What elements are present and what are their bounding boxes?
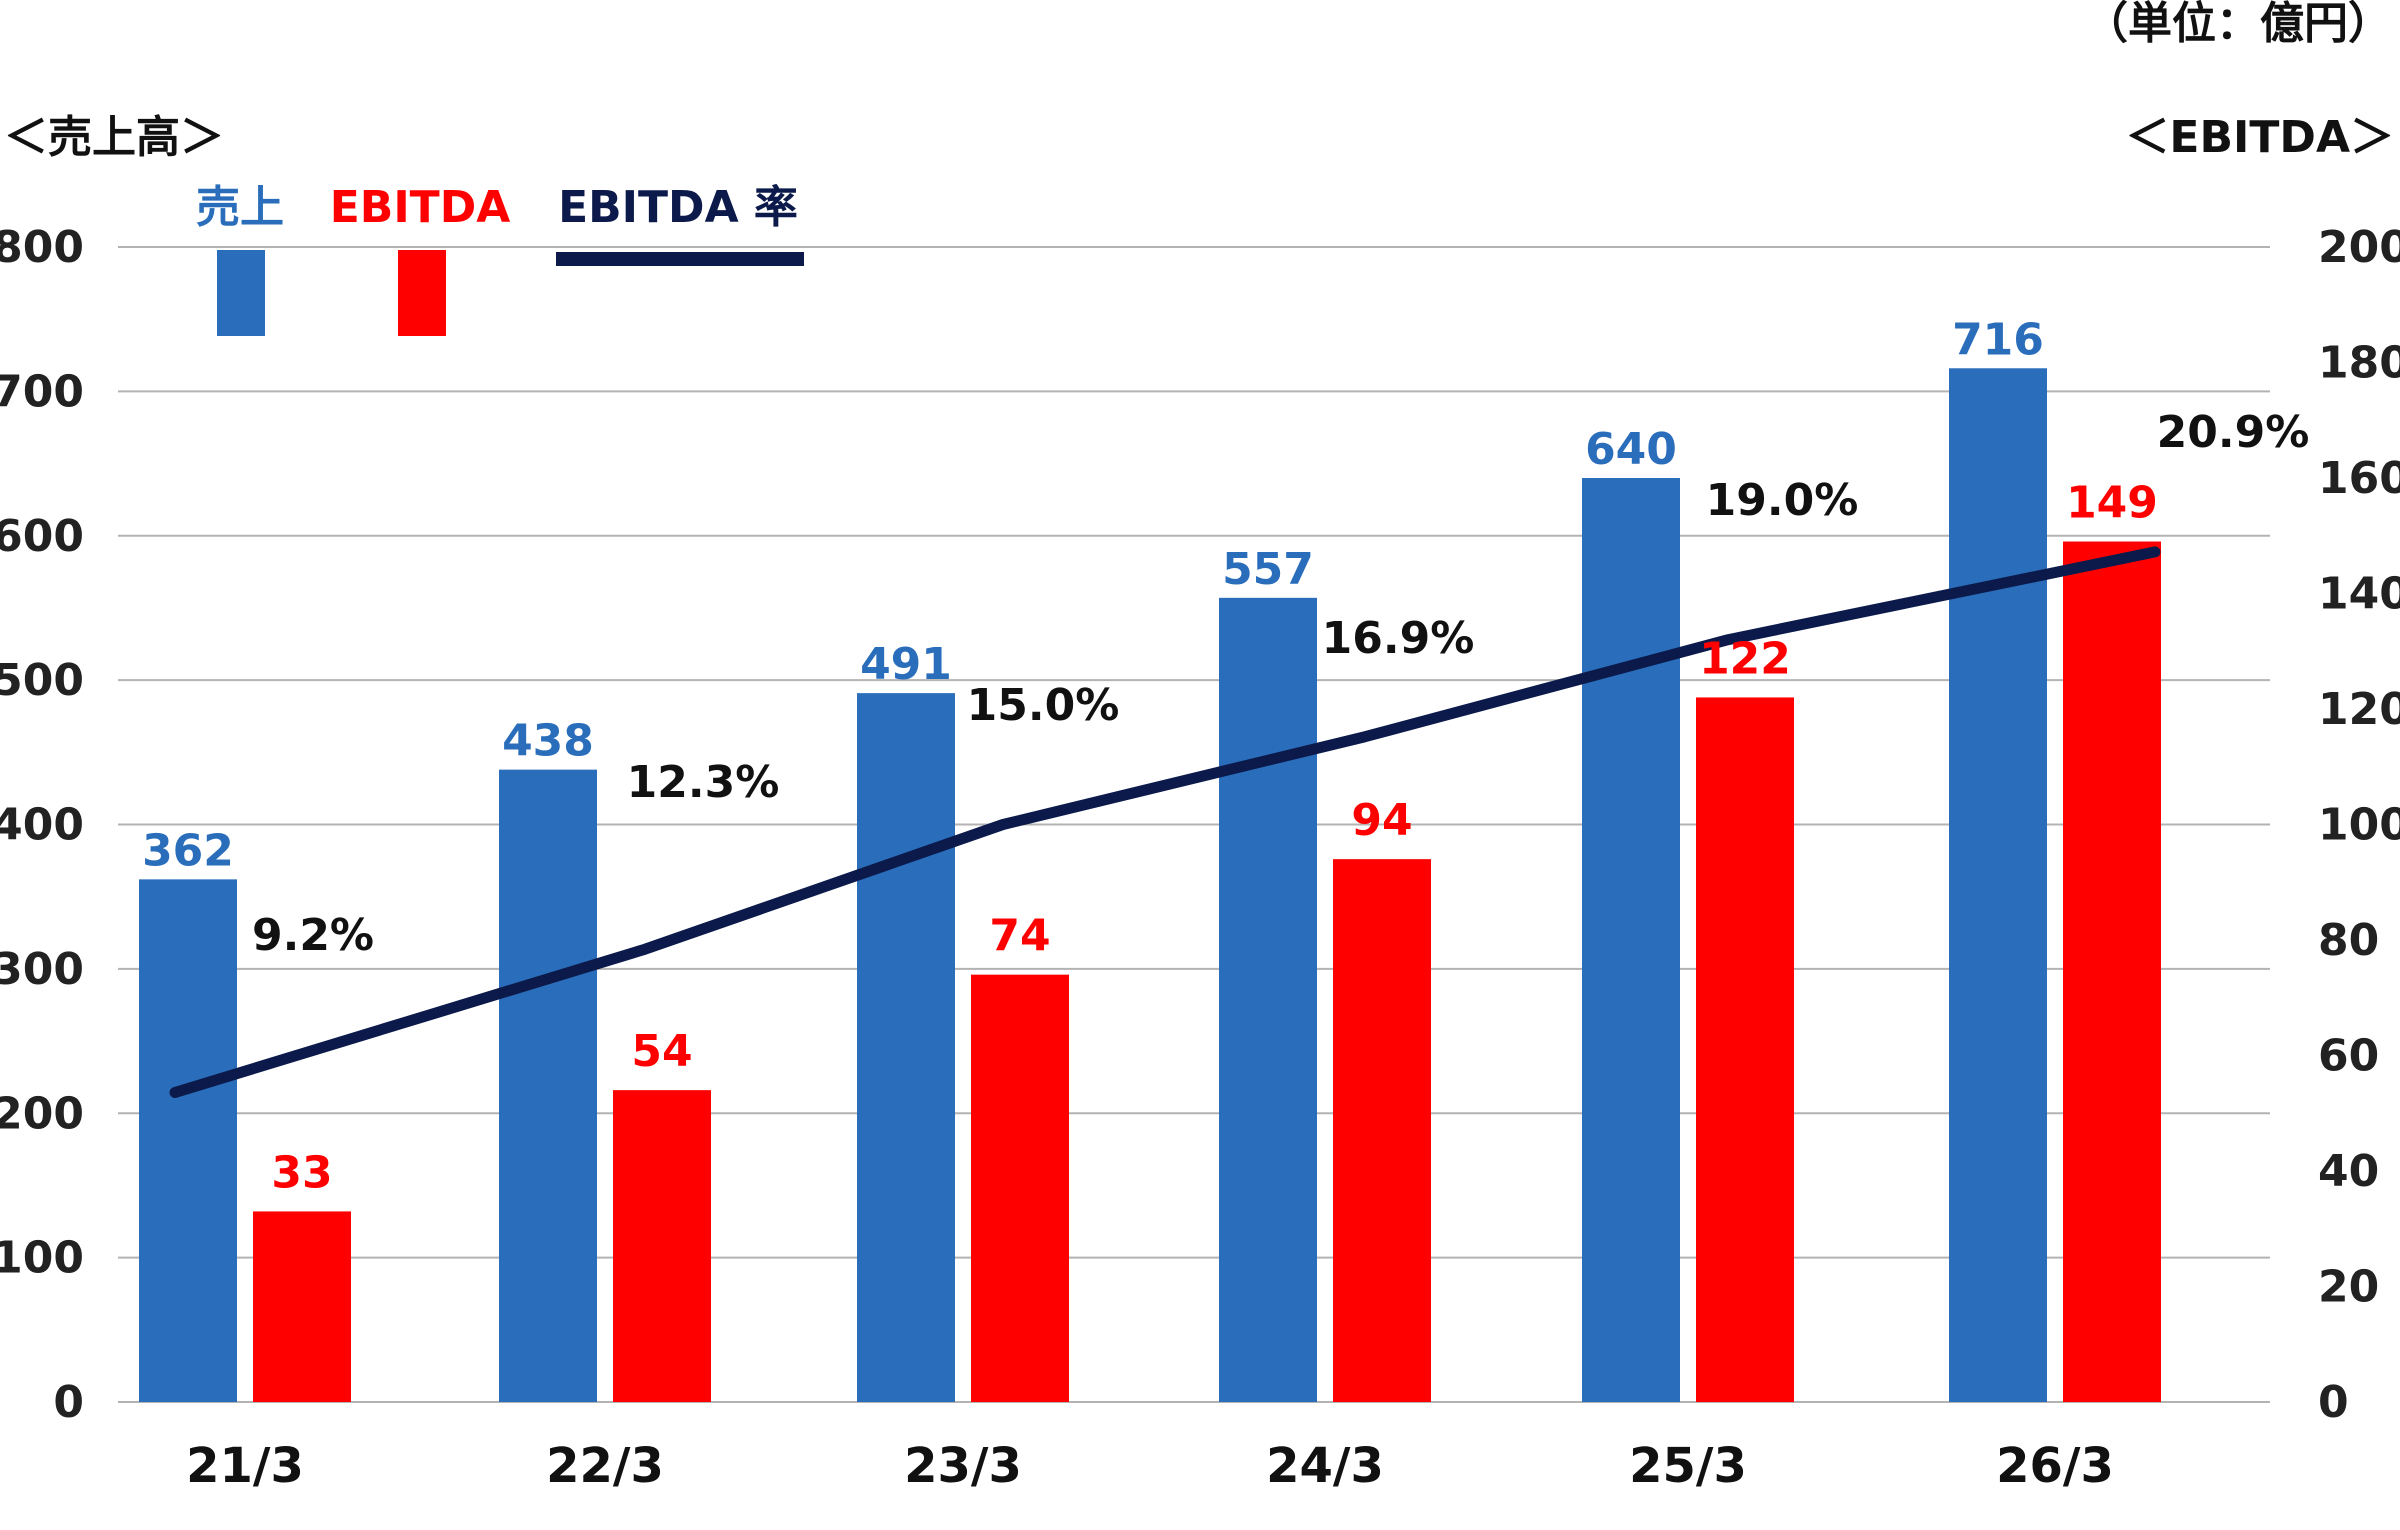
ebitda-value-label: 149	[2066, 478, 2158, 529]
left-tick-label: 0	[53, 1377, 84, 1428]
right-tick-label: 0	[2318, 1377, 2349, 1428]
right-tick-label: 180	[2318, 338, 2400, 389]
sales-value-label: 362	[142, 825, 234, 876]
category-label: 25/3	[1629, 1438, 1747, 1494]
rate-line-group	[169, 546, 2161, 1098]
legend-sales-label: 売上	[196, 182, 284, 233]
category-labels: 21/3 22/3 23/3 24/3 25/3 26/3	[186, 1438, 2114, 1494]
right-tick-label: 20	[2318, 1262, 2379, 1313]
rate-value-label: 19.0%	[1706, 475, 1859, 526]
ebitda-bar	[971, 974, 1069, 1402]
ebitda-value-label: 94	[1351, 795, 1412, 846]
category-label: 21/3	[186, 1438, 304, 1494]
sales-value-label: 557	[1222, 544, 1314, 595]
legend-ebitda-label: EBITDA	[330, 182, 511, 233]
ebitda-bar	[1696, 697, 1794, 1402]
sales-bar	[1582, 478, 1680, 1402]
gridlines	[118, 246, 2270, 1403]
right-tick-label: 120	[2318, 684, 2400, 735]
rate-value-label: 12.3%	[627, 757, 780, 808]
unit-label: （単位：億円）	[2084, 0, 2392, 49]
right-tick-label: 200	[2318, 222, 2400, 273]
category-label: 24/3	[1266, 1438, 1384, 1494]
legend-ebitda-swatch	[398, 250, 446, 336]
legend: 売上 EBITDA EBITDA 率	[196, 182, 804, 336]
left-axis-ticks: 0 100 200 300 400 500 600 700 800	[0, 222, 84, 1428]
ebitda-bar	[1333, 859, 1431, 1402]
ebitda-bar	[253, 1211, 351, 1402]
data-labels: 362 438 491 557 640 716 33 54 74 94 122 149 9.2% 12.3…	[142, 314, 2309, 1198]
left-tick-label: 300	[0, 944, 84, 995]
ebitda-value-label: 54	[631, 1026, 692, 1077]
left-tick-label: 700	[0, 366, 84, 417]
rate-value-label: 15.0%	[967, 680, 1120, 731]
sales-value-label: 491	[860, 639, 952, 690]
sales-value-label: 716	[1952, 314, 2044, 365]
left-tick-label: 800	[0, 222, 84, 273]
sales-value-label: 438	[502, 716, 594, 767]
ebitda-value-label: 33	[271, 1147, 332, 1198]
left-axis-title: ＜売上高＞	[4, 112, 224, 163]
ebitda-value-label: 122	[1699, 633, 1791, 684]
ebitda-bar	[2063, 541, 2161, 1402]
left-tick-label: 100	[0, 1233, 84, 1284]
sales-bar	[1219, 597, 1317, 1402]
category-label: 26/3	[1996, 1438, 2114, 1494]
legend-sales-swatch	[217, 250, 265, 336]
right-axis-title: ＜EBITDA＞	[2125, 112, 2394, 163]
ebitda-value-label: 74	[989, 911, 1050, 962]
ebitda-bar	[613, 1090, 711, 1402]
right-tick-label: 100	[2318, 800, 2400, 851]
right-tick-label: 60	[2318, 1031, 2379, 1082]
right-tick-label: 140	[2318, 569, 2400, 620]
legend-rate-label: EBITDA 率	[558, 182, 798, 233]
right-axis-ticks: 0 20 40 60 80 100 120 140 160 180 200	[2318, 222, 2400, 1428]
category-label: 23/3	[904, 1438, 1022, 1494]
rate-value-label: 16.9%	[1322, 613, 1475, 664]
sales-bar	[1949, 368, 2047, 1402]
rate-value-label: 9.2%	[252, 910, 374, 961]
rate-value-label: 20.9%	[2157, 407, 2310, 458]
sales-bar	[857, 693, 955, 1402]
right-tick-label: 40	[2318, 1146, 2379, 1197]
left-tick-label: 400	[0, 800, 84, 851]
left-tick-label: 500	[0, 655, 84, 706]
bars	[139, 368, 2161, 1402]
ebitda-rate-line	[169, 546, 2161, 1098]
legend-rate-swatch	[556, 252, 804, 266]
left-tick-label: 200	[0, 1088, 84, 1139]
sales-value-label: 640	[1585, 424, 1677, 475]
right-tick-label: 160	[2318, 453, 2400, 504]
right-tick-label: 80	[2318, 915, 2379, 966]
sales-bar	[139, 879, 237, 1402]
category-label: 22/3	[546, 1438, 664, 1494]
left-tick-label: 600	[0, 511, 84, 562]
sales-bar	[499, 769, 597, 1402]
